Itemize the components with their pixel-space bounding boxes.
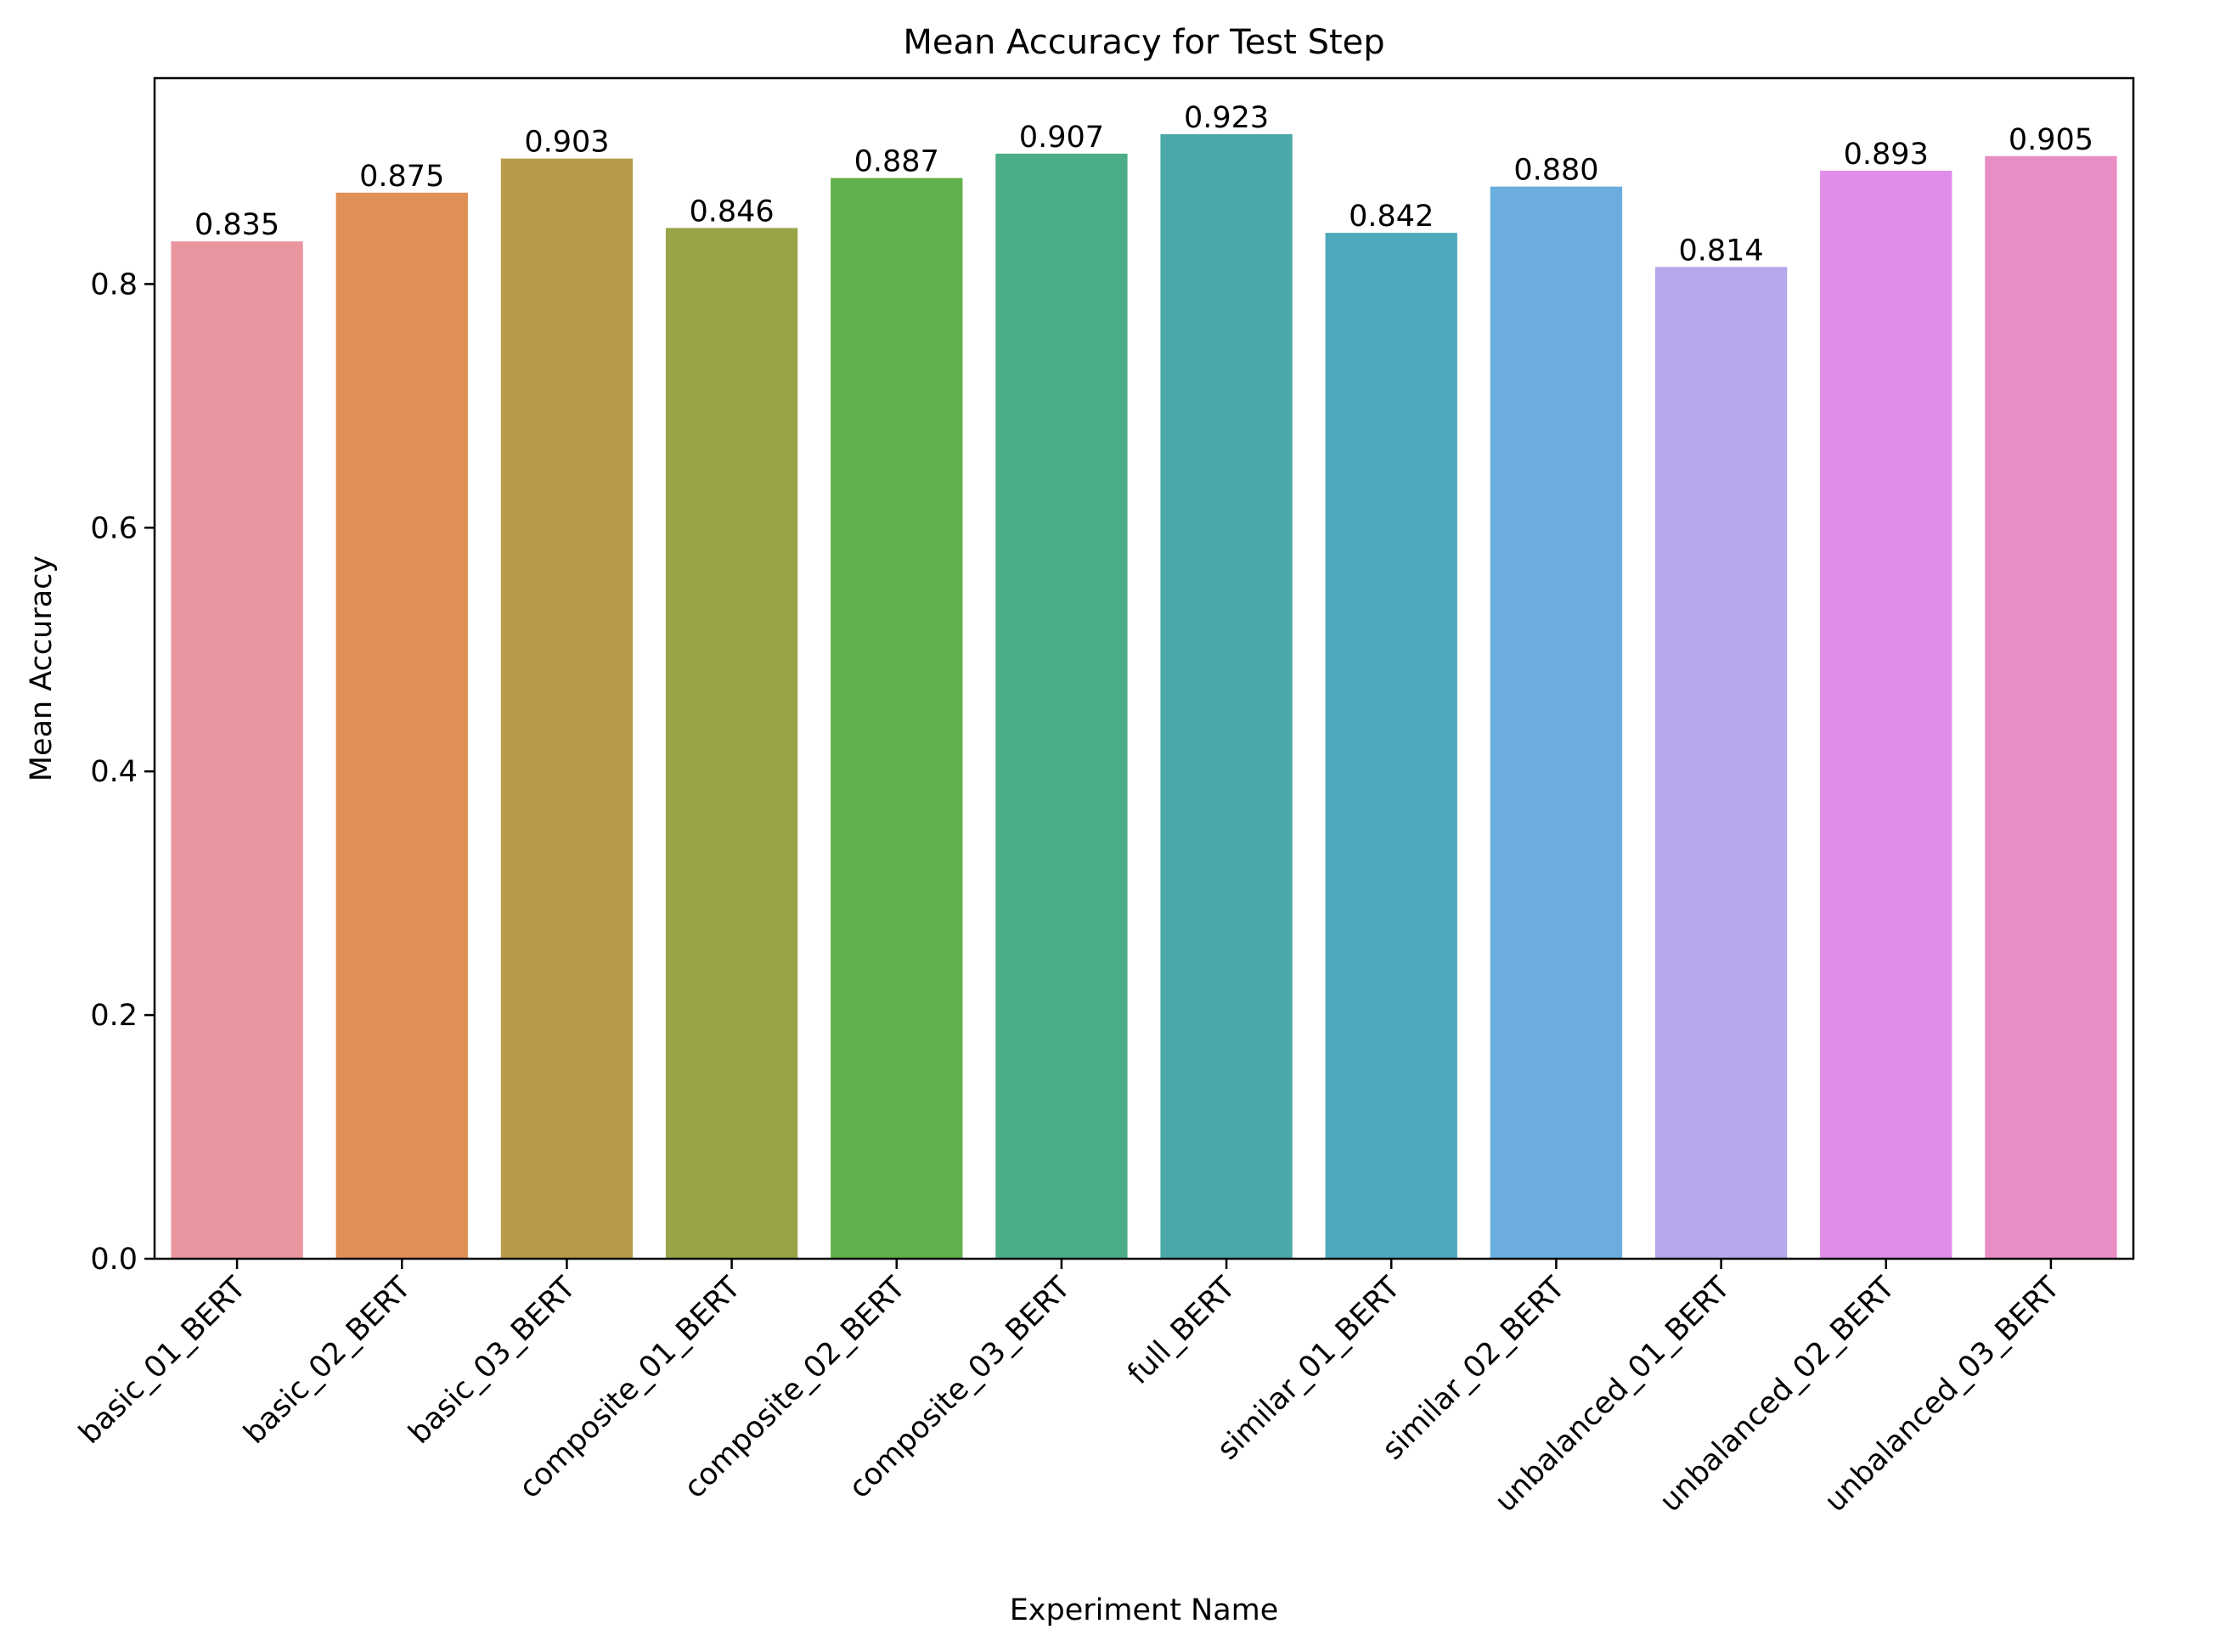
- x-tick-label-full_BERT: full_BERT: [1122, 1271, 1242, 1391]
- bars-layer: [171, 133, 2117, 1260]
- value-label-basic_01_BERT: 0.835: [194, 208, 279, 242]
- bar-basic_01_BERT: [171, 241, 303, 1260]
- value-label-composite_02_BERT: 0.887: [854, 145, 939, 179]
- x-tick-label-basic_02_BERT: basic_02_BERT: [238, 1271, 418, 1451]
- chart-title: Mean Accuracy for Test Step: [903, 23, 1384, 62]
- x-tick-label-basic_01_BERT: basic_01_BERT: [73, 1271, 253, 1451]
- y-tick-label-0: 0.0: [90, 1243, 138, 1277]
- bar-unbalanced_01_BERT: [1654, 267, 1788, 1259]
- value-label-basic_03_BERT: 0.903: [524, 126, 609, 160]
- value-label-composite_01_BERT: 0.846: [689, 195, 774, 228]
- x-axis-label: Experiment Name: [1010, 1593, 1279, 1627]
- y-axis: 0.0 0.2 0.4 0.6 0.8: [90, 268, 155, 1277]
- bar-unbalanced_03_BERT: [1985, 155, 2117, 1259]
- value-labels-layer: 0.835 0.875 0.903 0.846 0.887 0.907 0.923 0.842…: [194, 101, 2093, 268]
- value-label-unbalanced_01_BERT: 0.814: [1678, 234, 1763, 268]
- bar-composite_03_BERT: [995, 153, 1128, 1260]
- y-tick-label-2: 0.4: [90, 755, 138, 789]
- value-label-unbalanced_03_BERT: 0.905: [2009, 123, 2093, 157]
- x-tick-label-basic_03_BERT: basic_03_BERT: [403, 1271, 583, 1451]
- x-axis: basic_01_BERTbasic_02_BERTbasic_03_BERTc…: [73, 1259, 2067, 1519]
- value-label-similar_02_BERT: 0.880: [1513, 154, 1598, 188]
- bar-composite_02_BERT: [831, 178, 963, 1259]
- value-label-full_BERT: 0.923: [1184, 101, 1269, 135]
- bar-basic_03_BERT: [500, 158, 634, 1259]
- bar-basic_02_BERT: [335, 192, 468, 1259]
- value-label-composite_03_BERT: 0.907: [1019, 121, 1104, 155]
- y-tick-label-3: 0.6: [90, 511, 138, 545]
- value-label-unbalanced_02_BERT: 0.893: [1844, 138, 1929, 172]
- x-tick-label-similar_01_BERT: similar_01_BERT: [1211, 1271, 1407, 1467]
- plot-frame: [153, 76, 2135, 1260]
- x-tick-label-similar_02_BERT: similar_02_BERT: [1376, 1271, 1572, 1467]
- bar-composite_01_BERT: [665, 228, 798, 1259]
- y-axis-label: Mean Accuracy: [25, 555, 59, 781]
- bar-similar_02_BERT: [1490, 186, 1623, 1259]
- y-tick-label-1: 0.2: [90, 999, 138, 1033]
- bar-unbalanced_02_BERT: [1820, 171, 1952, 1259]
- value-label-similar_01_BERT: 0.842: [1349, 200, 1434, 234]
- bar-similar_01_BERT: [1325, 233, 1457, 1259]
- bar-full_BERT: [1160, 133, 1293, 1259]
- y-tick-label-4: 0.8: [90, 268, 138, 302]
- value-label-basic_02_BERT: 0.875: [359, 160, 444, 194]
